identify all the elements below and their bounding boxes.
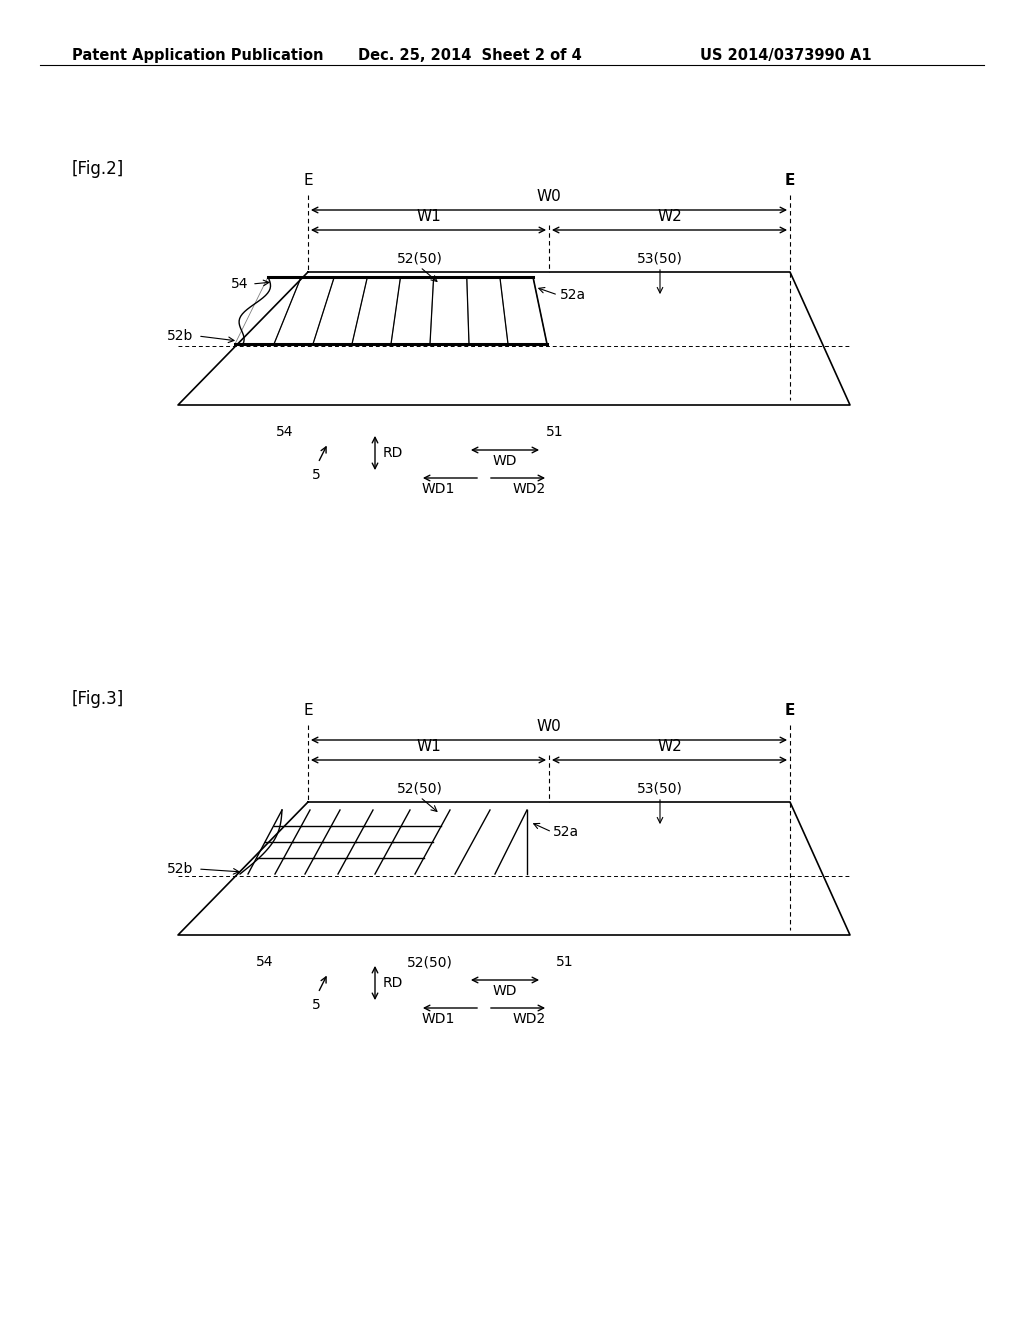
Text: 53(50): 53(50)	[637, 781, 683, 795]
Text: Dec. 25, 2014  Sheet 2 of 4: Dec. 25, 2014 Sheet 2 of 4	[358, 48, 582, 63]
Text: 54: 54	[256, 954, 273, 969]
Text: E: E	[784, 704, 796, 718]
Text: 54: 54	[276, 425, 294, 440]
Text: WD2: WD2	[513, 482, 546, 496]
Text: [Fig.2]: [Fig.2]	[72, 160, 124, 178]
Text: W0: W0	[537, 189, 561, 205]
Text: 51: 51	[556, 954, 573, 969]
Text: WD1: WD1	[422, 482, 456, 496]
Text: 52(50): 52(50)	[397, 251, 443, 265]
Text: W2: W2	[657, 739, 682, 754]
Text: 5: 5	[311, 469, 321, 482]
Text: E: E	[784, 173, 796, 187]
Text: Patent Application Publication: Patent Application Publication	[72, 48, 324, 63]
Text: W1: W1	[416, 209, 441, 224]
Text: 52b: 52b	[167, 329, 193, 343]
Text: 54: 54	[230, 277, 248, 290]
Text: WD: WD	[493, 454, 517, 469]
Text: W2: W2	[657, 209, 682, 224]
Text: WD1: WD1	[422, 1012, 456, 1026]
Text: US 2014/0373990 A1: US 2014/0373990 A1	[700, 48, 871, 63]
Text: RD: RD	[383, 975, 403, 990]
Text: E: E	[303, 173, 312, 187]
Text: W0: W0	[537, 719, 561, 734]
Text: 51: 51	[546, 425, 564, 440]
Text: [Fig.3]: [Fig.3]	[72, 690, 124, 708]
Text: 52(50): 52(50)	[408, 954, 453, 969]
Text: 52a: 52a	[553, 825, 580, 840]
Text: 5: 5	[311, 998, 321, 1012]
Text: W1: W1	[416, 739, 441, 754]
Text: E: E	[303, 704, 312, 718]
Text: RD: RD	[383, 446, 403, 459]
Text: 52a: 52a	[560, 288, 586, 302]
Text: 52b: 52b	[167, 862, 193, 876]
Text: 53(50): 53(50)	[637, 251, 683, 265]
Text: WD: WD	[493, 983, 517, 998]
Text: 52(50): 52(50)	[397, 781, 443, 795]
Text: WD2: WD2	[513, 1012, 546, 1026]
